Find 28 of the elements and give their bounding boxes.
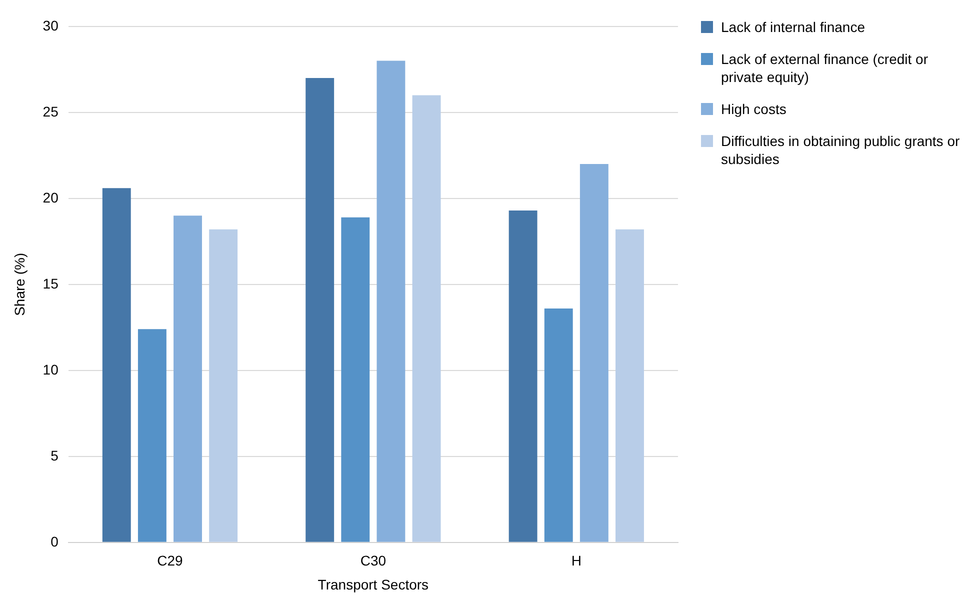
y-tick-label: 15 — [42, 275, 59, 292]
legend-label: High costs — [721, 100, 786, 118]
y-tick-label: 0 — [50, 533, 59, 550]
y-tick-label: 30 — [42, 17, 59, 34]
bar — [544, 308, 573, 542]
y-tick-label: 5 — [50, 447, 59, 464]
y-tick-label: 20 — [42, 189, 59, 206]
bar — [616, 229, 644, 542]
bar — [376, 60, 406, 542]
x-axis-title: Transport Sectors — [318, 576, 429, 592]
bar — [138, 329, 166, 542]
bar — [209, 229, 238, 542]
legend-label: Difficulties in obtaining public grants or subsidies — [721, 132, 961, 168]
y-axis-title: Share (%) — [11, 252, 28, 316]
x-tick-label: C29 — [157, 552, 184, 569]
bar — [306, 78, 334, 542]
legend-label: Lack of external finance (credit or private equity) — [721, 50, 929, 86]
bar — [412, 95, 441, 542]
bar — [508, 210, 538, 542]
bar — [102, 188, 131, 542]
y-tick-label: 10 — [42, 361, 59, 378]
y-tick-label: 25 — [42, 103, 59, 120]
x-tick-label: C30 — [360, 552, 386, 569]
legend-label: Lack of internal finance — [721, 18, 865, 36]
bar — [174, 216, 202, 542]
x-tick-label: H — [571, 552, 582, 569]
bar — [341, 217, 370, 542]
bar — [580, 164, 608, 542]
